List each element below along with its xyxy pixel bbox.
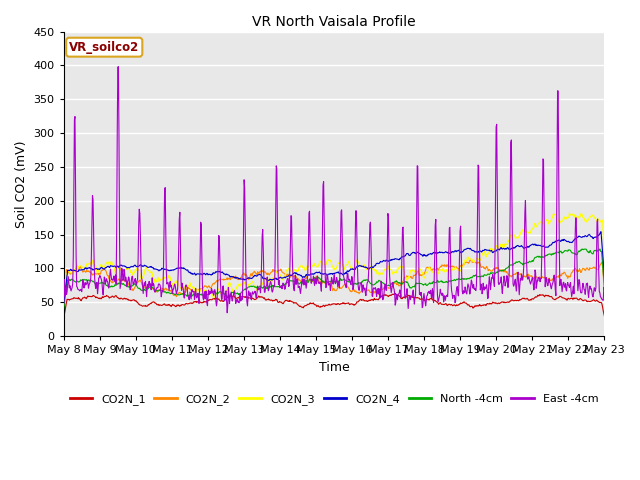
X-axis label: Time: Time bbox=[319, 360, 349, 373]
Text: VR_soilco2: VR_soilco2 bbox=[69, 41, 140, 54]
Y-axis label: Soil CO2 (mV): Soil CO2 (mV) bbox=[15, 140, 28, 228]
Title: VR North Vaisala Profile: VR North Vaisala Profile bbox=[252, 15, 416, 29]
Legend: CO2N_1, CO2N_2, CO2N_3, CO2N_4, North -4cm, East -4cm: CO2N_1, CO2N_2, CO2N_3, CO2N_4, North -4… bbox=[65, 390, 603, 409]
